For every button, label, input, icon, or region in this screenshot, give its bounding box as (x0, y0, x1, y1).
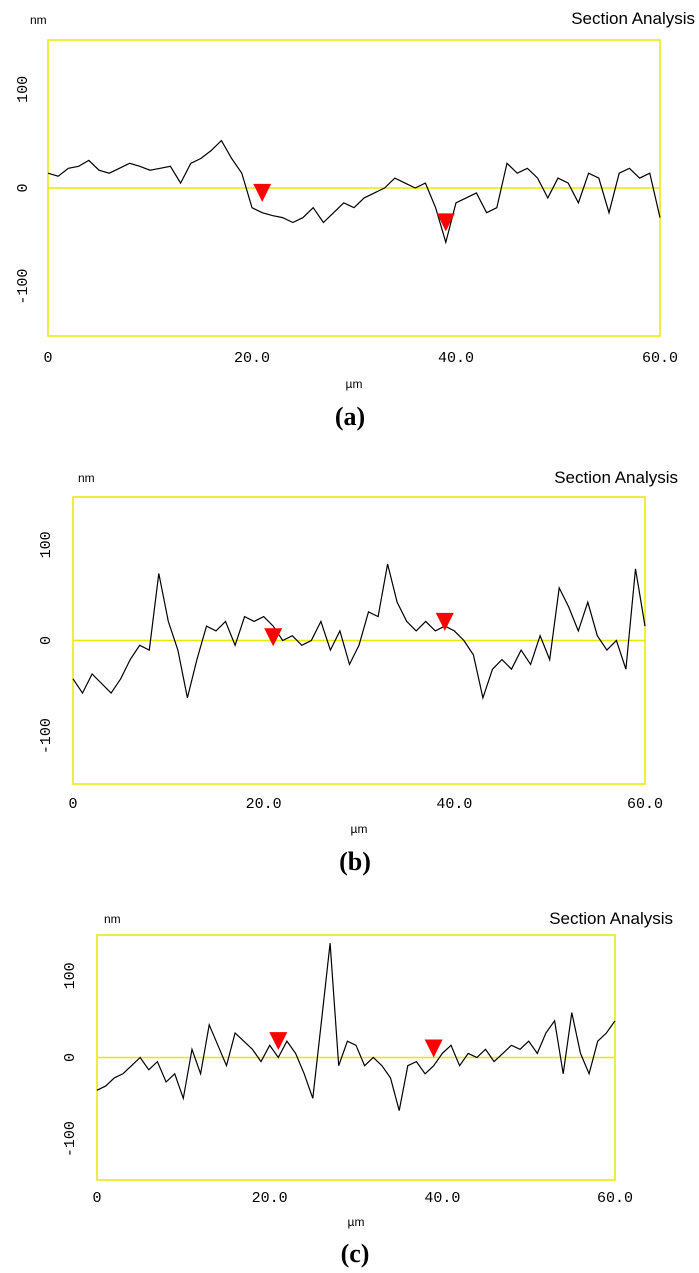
x-tick-label: 60.0 (597, 1190, 633, 1207)
x-tick-label: 20.0 (246, 796, 282, 813)
cursor-marker (264, 628, 283, 647)
y-tick-label: 0 (15, 183, 32, 192)
chart-title: Section Analysis (571, 9, 695, 28)
x-tick-label: 0 (68, 796, 77, 813)
y-tick-label: 100 (38, 531, 55, 558)
y-tick-label: 0 (38, 636, 55, 645)
y-tick-label: 0 (62, 1053, 79, 1062)
profile-line (96, 943, 616, 1111)
x-tick-label: 20.0 (234, 350, 270, 367)
x-tick-label: 60.0 (642, 350, 678, 367)
cursor-marker (435, 612, 454, 631)
x-tick-label: 20.0 (252, 1190, 288, 1207)
x-tick-label: 0 (43, 350, 52, 367)
profile-line (72, 563, 646, 701)
y-tick-label: -100 (15, 269, 32, 305)
y-axis-label: nm (104, 912, 121, 926)
y-tick-label: 100 (62, 962, 79, 989)
chart-title: Section Analysis (549, 909, 673, 928)
panel-caption: (a) (335, 402, 365, 431)
x-axis-label: µm (351, 822, 368, 836)
cursor-marker (269, 1032, 288, 1051)
x-tick-label: 0 (92, 1190, 101, 1207)
y-tick-label: -100 (38, 718, 55, 754)
chart-title: Section Analysis (554, 468, 678, 487)
x-tick-label: 60.0 (627, 796, 663, 813)
cursor-marker (436, 213, 455, 232)
y-tick-label: 100 (15, 76, 32, 103)
cursor-marker (253, 183, 272, 202)
x-tick-label: 40.0 (424, 1190, 460, 1207)
panel-caption: (c) (341, 1239, 370, 1268)
panel-caption: (b) (339, 847, 371, 876)
y-tick-label: -100 (62, 1121, 79, 1157)
x-axis-label: µm (346, 377, 363, 391)
x-tick-label: 40.0 (438, 350, 474, 367)
cursor-marker (424, 1039, 443, 1058)
profile-line (47, 139, 661, 245)
x-axis-label: µm (348, 1215, 365, 1229)
y-axis-label: nm (78, 471, 95, 485)
x-tick-label: 40.0 (436, 796, 472, 813)
y-axis-label: nm (30, 13, 47, 27)
